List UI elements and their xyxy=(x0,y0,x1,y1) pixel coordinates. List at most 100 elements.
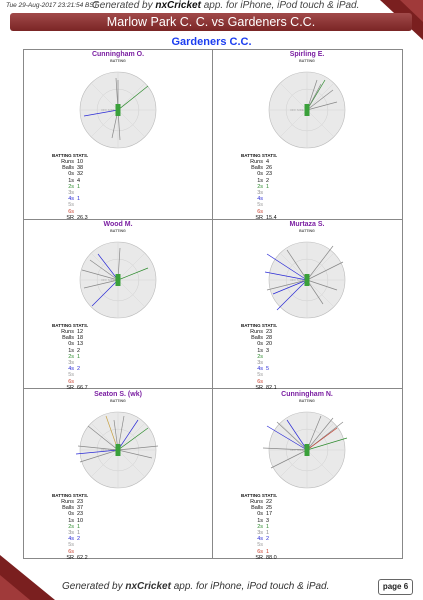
batting-stats-table: Runs 12 Balls 18 0s 13 1s 2 2s 1 3s 4s 2 5s 6s SR 66.7 xyxy=(52,329,88,391)
stat-row: 1s 2 xyxy=(52,348,88,354)
off-side-label: OFF SIDE xyxy=(101,448,115,452)
field-sector-line xyxy=(306,82,335,111)
stat-row: 2s 1 xyxy=(52,184,88,190)
player-name: Spirling E. xyxy=(289,51,325,58)
pitch xyxy=(304,274,310,286)
batting-stats-table: Runs 10 Balls 38 0s 32 1s 4 2s 1 3s 4s 1 5s 6s SR 26.3 xyxy=(52,159,88,221)
stat-label: Balls xyxy=(251,165,263,172)
shot-line xyxy=(117,449,153,459)
stat-row: 6s xyxy=(241,209,277,215)
wagon-title: BATTING xyxy=(299,229,315,233)
shot-line xyxy=(270,449,308,469)
shot-line xyxy=(286,419,308,451)
generated-prefix: Generated by xyxy=(92,0,156,11)
shot-line xyxy=(117,427,149,451)
stat-value: 1 xyxy=(77,353,81,360)
stat-value: 20 xyxy=(266,341,273,348)
stat-label: 2s xyxy=(257,183,263,190)
stat-value: 1 xyxy=(266,548,270,555)
field-sector-line xyxy=(279,82,308,111)
stat-label: SR xyxy=(66,214,74,221)
batting-stats-title: BATTING STATS. xyxy=(52,493,89,498)
shot-line xyxy=(306,101,338,111)
stat-row: 1s 3 xyxy=(241,348,277,354)
player-panel: Wood M. BATTING OFF SIDE BATTING STATS. Runs… xyxy=(24,220,212,391)
stat-row: 3s xyxy=(52,360,88,366)
wagon-wheel-chart: BATTING OFF SIDE xyxy=(262,399,348,489)
shot-line xyxy=(306,417,334,451)
wagon-wheel-chart: BATTING OFF SIDE xyxy=(268,59,346,149)
shot-line xyxy=(83,279,119,289)
stat-row: 6s 1 xyxy=(241,549,277,555)
stat-label: Runs xyxy=(250,329,263,335)
stat-value: 18 xyxy=(77,335,84,342)
stat-row: Balls 38 xyxy=(52,165,88,171)
player-name: Seaton S. (wk) xyxy=(94,391,142,398)
stat-value: 23 xyxy=(266,171,273,178)
stat-label: 6s xyxy=(257,208,263,215)
stat-row: Balls 28 xyxy=(241,335,277,341)
shot-line xyxy=(79,449,119,463)
field-sector-line xyxy=(90,109,119,138)
field-sector-line xyxy=(306,422,335,451)
field-sector-line xyxy=(306,252,335,281)
stat-label: 2s xyxy=(68,523,74,530)
stat-value: 25 xyxy=(266,505,273,512)
stat-row: 5s xyxy=(52,372,88,378)
stat-value: 88.0 xyxy=(266,554,277,561)
stat-row: SR 26.3 xyxy=(52,214,88,221)
player-name: Murtaza S. xyxy=(289,221,325,228)
field-sector-line xyxy=(306,279,335,308)
stat-value: 13 xyxy=(77,341,84,348)
stat-value: 62.2 xyxy=(77,554,88,561)
shot-line xyxy=(77,445,119,451)
stat-row: 4s 2 xyxy=(52,366,88,372)
shot-line xyxy=(266,253,308,281)
stat-value: 22 xyxy=(266,499,273,505)
grid-divider-horizontal xyxy=(24,219,402,220)
stat-label: SR xyxy=(66,384,74,391)
shot-line xyxy=(262,447,308,451)
stat-label: 0s xyxy=(257,511,263,518)
stat-label: 1s xyxy=(257,517,263,524)
stat-value: 2 xyxy=(77,536,81,543)
wagon-title: BATTING xyxy=(299,399,315,403)
stat-label: 1s xyxy=(257,347,263,354)
field-sector-line xyxy=(279,109,308,138)
shot-line xyxy=(75,449,119,455)
shot-line xyxy=(91,279,119,307)
stat-row: 4s xyxy=(241,196,277,202)
generated-by-header: Generated by nxCricket app. for iPhone, … xyxy=(92,0,359,11)
match-title: Marlow Park C. C. vs Gardeners C.C. xyxy=(106,15,316,29)
stat-value: 4 xyxy=(77,177,81,184)
footer-generated-prefix: Generated by xyxy=(62,581,126,592)
stat-row: 4s 2 xyxy=(52,536,88,542)
batting-stats-title: BATTING STATS. xyxy=(52,323,89,328)
stat-row: SR 88.0 xyxy=(241,554,277,561)
stat-row: 0s 32 xyxy=(52,171,88,177)
shot-line xyxy=(306,437,348,451)
stat-value: 1 xyxy=(77,196,81,203)
field-sector-line xyxy=(117,279,146,308)
shot-line xyxy=(81,269,119,281)
field-sector-line xyxy=(279,449,308,478)
off-side-label: OFF SIDE xyxy=(290,278,304,282)
page-number: page 6 xyxy=(378,579,413,595)
batting-stats-table: Runs 22 Balls 25 0s 17 1s 3 2s 1 3s 1 4s 2 5s 6s 1 SR 88.0 xyxy=(241,499,277,561)
stat-row: 4s 1 xyxy=(52,196,88,202)
stat-row: 0s 20 xyxy=(241,341,277,347)
stat-label: 6s xyxy=(68,548,74,555)
stat-value: 1 xyxy=(77,183,81,190)
stat-value: 26.3 xyxy=(77,214,88,221)
grid-divider-horizontal xyxy=(24,388,402,389)
stat-row: 0s 17 xyxy=(241,511,277,517)
field-sector-line xyxy=(117,109,146,138)
stat-value: 28 xyxy=(266,335,273,342)
stat-label: 3s xyxy=(257,190,263,197)
stat-label: 2s xyxy=(68,353,74,360)
field-sector-line xyxy=(117,449,146,478)
generated-suffix: app. for iPhone, iPod touch & iPad. xyxy=(200,0,360,11)
shot-line xyxy=(83,109,119,117)
stat-value: 23 xyxy=(266,329,273,335)
stat-row: SR 66.7 xyxy=(52,384,87,391)
